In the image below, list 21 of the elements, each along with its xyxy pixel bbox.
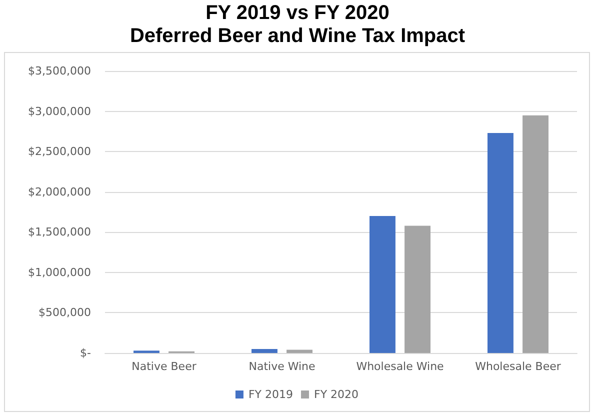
bar	[522, 115, 549, 353]
y-tick-label: $2,500,000	[28, 145, 91, 158]
x-tick-label: Native Beer	[132, 360, 197, 373]
y-tick-label: $2,000,000	[28, 185, 91, 198]
bar	[251, 348, 278, 353]
bar	[404, 226, 431, 353]
bar	[286, 350, 313, 353]
bar	[487, 133, 514, 353]
y-tick-label: $-	[80, 346, 92, 360]
x-tick-label: Wholesale Beer	[475, 360, 562, 373]
y-tick-label: $1,500,000	[28, 226, 91, 239]
x-tick-label: Native Wine	[248, 360, 316, 373]
y-tick-label: $3,500,000	[28, 64, 91, 78]
legend-label: FY 2019	[248, 388, 294, 401]
y-tick-label: $500,000	[38, 306, 91, 320]
y-tick-label: $3,000,000	[28, 104, 91, 118]
bar	[369, 216, 396, 353]
chart-title: FY 2019 vs FY 2020 Deferred Beer and Wine Tax Impact	[128, 2, 466, 49]
y-tick-label: $1,000,000	[28, 266, 91, 279]
x-tick-label: Wholesale Wine	[356, 360, 444, 373]
legend-label: FY 2020	[314, 388, 359, 401]
